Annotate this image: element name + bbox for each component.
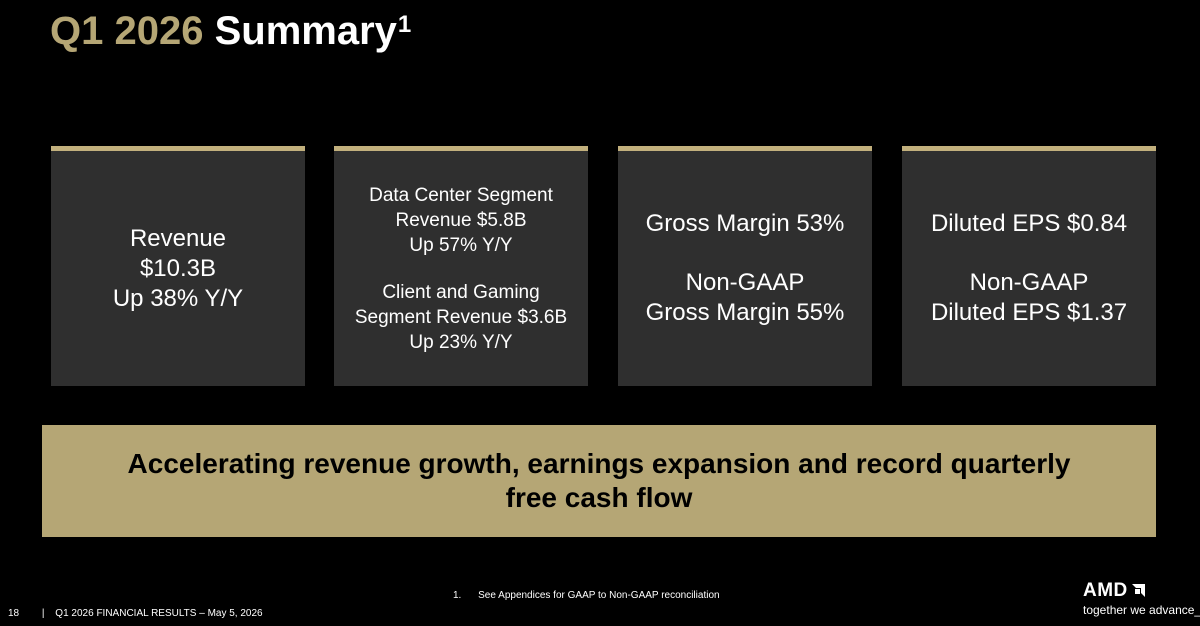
- client-gaming-label: Client and Gaming: [382, 281, 540, 303]
- gross-margin-gaap: Gross Margin 53%: [645, 210, 845, 237]
- footnote: 1. See Appendices for GAAP to Non-GAAP r…: [453, 590, 720, 601]
- title-period: Q1 2026: [50, 9, 204, 53]
- revenue-card: Revenue $10.3B Up 38% Y/Y: [51, 146, 305, 386]
- footer: 18 | Q1 2026 FINANCIAL RESULTS – May 5, …: [8, 608, 263, 619]
- page-number: 18: [8, 608, 20, 619]
- diluted-eps-non-gaap: Diluted EPS $1.37: [930, 299, 1128, 326]
- revenue-growth: Up 38% Y/Y: [112, 284, 244, 312]
- highlight-banner: Accelerating revenue growth, earnings ex…: [42, 425, 1156, 537]
- revenue-label: Revenue: [129, 224, 227, 252]
- title-text: Summary: [214, 9, 397, 53]
- data-center-growth: Up 57% Y/Y: [409, 234, 513, 256]
- data-center-label: Data Center Segment: [369, 184, 553, 206]
- summary-cards: Revenue $10.3B Up 38% Y/Y Data Center Se…: [0, 146, 1200, 386]
- gross-margin-non-gaap: Gross Margin 55%: [645, 299, 845, 326]
- non-gaap-label: Non-GAAP: [685, 269, 805, 296]
- gross-margin-card: Gross Margin 53% Non-GAAP Gross Margin 5…: [618, 146, 872, 386]
- diluted-eps-gaap: Diluted EPS $0.84: [930, 210, 1128, 237]
- data-center-value: Revenue $5.8B: [395, 209, 527, 231]
- revenue-value: $10.3B: [139, 254, 217, 282]
- eps-non-gaap-label: Non-GAAP: [969, 269, 1089, 296]
- segments-card: Data Center Segment Revenue $5.8B Up 57%…: [334, 146, 588, 386]
- page-title: Q1 2026 Summary1: [50, 6, 411, 56]
- footer-separator: |: [41, 608, 45, 619]
- client-gaming-value: Segment Revenue $3.6B: [354, 306, 568, 328]
- amd-arrow-icon: [1131, 584, 1145, 597]
- title-superscript: 1: [397, 11, 412, 38]
- footer-text: Q1 2026 FINANCIAL RESULTS – May 5, 2026: [55, 608, 263, 619]
- logo-wordmark: AMD: [1083, 580, 1128, 601]
- eps-card: Diluted EPS $0.84 Non-GAAP Diluted EPS $…: [902, 146, 1156, 386]
- footnote-number: 1.: [453, 590, 462, 601]
- client-gaming-growth: Up 23% Y/Y: [409, 331, 513, 353]
- banner-line-2: free cash flow: [505, 482, 693, 513]
- banner-line-1: Accelerating revenue growth, earnings ex…: [127, 448, 1071, 479]
- amd-logo: AMD together we advance_: [1083, 580, 1200, 618]
- logo-tagline: together we advance_: [1083, 603, 1200, 617]
- footnote-text: See Appendices for GAAP to Non-GAAP reco…: [478, 590, 720, 601]
